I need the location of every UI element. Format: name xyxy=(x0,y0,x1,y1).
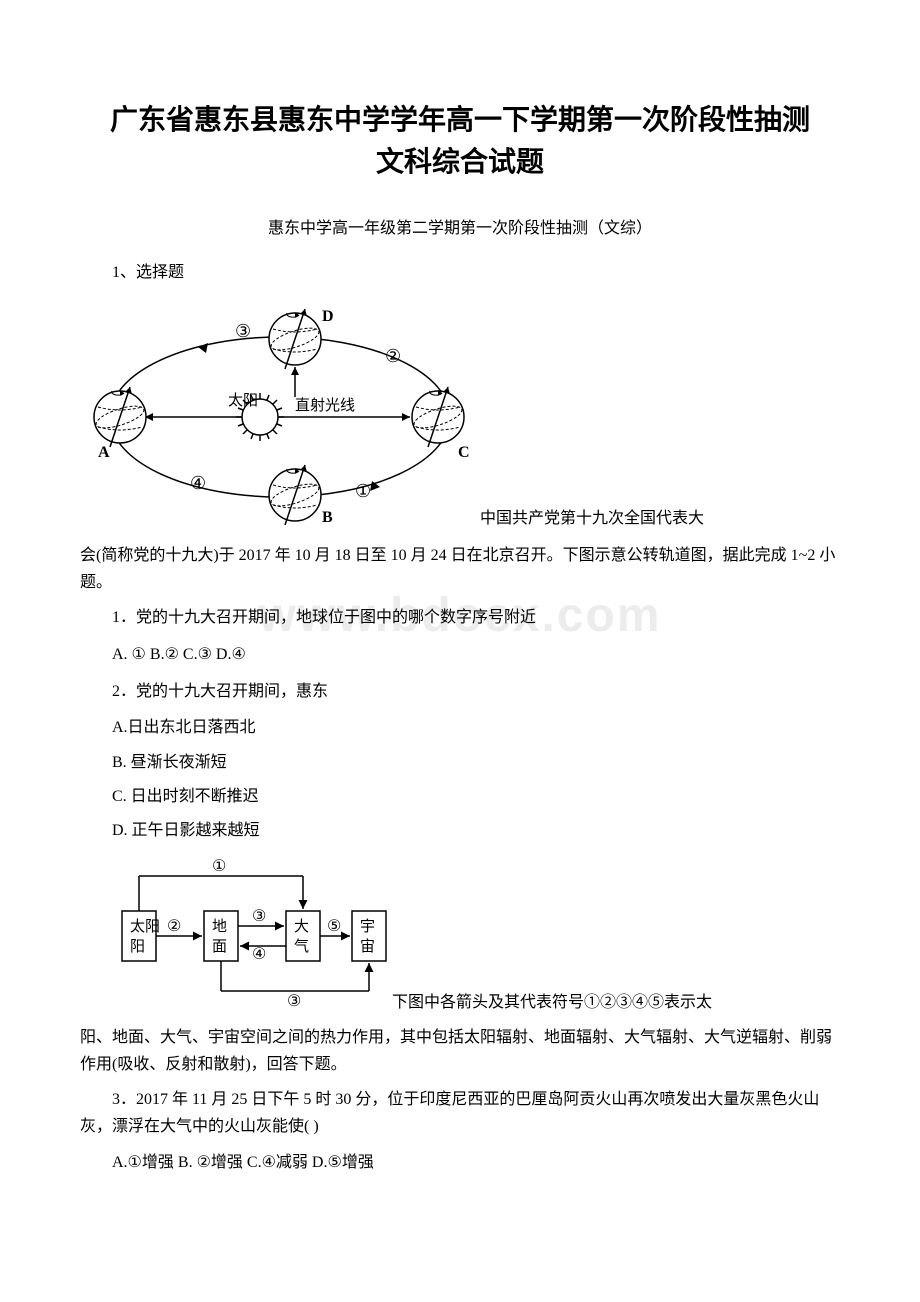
section-heading: 1、选择题 xyxy=(80,258,840,282)
fig2-n2: ② xyxy=(167,918,181,935)
fig2-sun1: 太阳 xyxy=(130,918,160,935)
fig2-atmos2: 气 xyxy=(294,938,309,955)
title-line1: 广东省惠东县惠东中学学年高一下学期第一次阶段性抽测 xyxy=(80,100,840,142)
context1-trail: 中国共产党第十九次全国代表大 xyxy=(480,505,704,532)
fig2-sun2: 阳 xyxy=(130,938,145,955)
q2d: D. 正午日影越来越短 xyxy=(80,816,840,846)
main-title: 广东省惠东县惠东中学学年高一下学期第一次阶段性抽测 文科综合试题 xyxy=(80,100,840,184)
fig1-label-b: B xyxy=(322,509,333,526)
fig1-ray-label: 直射光线 xyxy=(295,397,355,414)
fig1-label-a: A xyxy=(98,444,110,461)
q1-options: A. ① B.② C.③ D.④ xyxy=(80,640,840,670)
fig2-atmos1: 大 xyxy=(294,918,309,935)
q3: 3．2017 年 11 月 25 日下午 5 时 30 分，位于印度尼西亚的巴厘… xyxy=(80,1086,840,1140)
fig2-space1: 宇 xyxy=(360,918,375,935)
q2: 2．党的十九大召开期间，惠东 xyxy=(80,678,840,705)
fig2-n3: ③ xyxy=(252,908,266,925)
fig1-sun-label: 太阳 xyxy=(228,392,258,409)
fig2-ground2: 面 xyxy=(212,939,227,955)
q2a: A.日出东北日落西北 xyxy=(80,713,840,743)
fig2-n1: ① xyxy=(212,858,226,875)
fig1-label-d: D xyxy=(322,308,334,325)
q2b: B. 昼渐长夜渐短 xyxy=(80,748,840,778)
fig1-label-c: C xyxy=(458,444,470,461)
fig2-n5: ⑤ xyxy=(327,918,341,935)
title-line2: 文科综合试题 xyxy=(80,142,840,184)
context2-trail: 下图中各箭头及其代表符号①②③④⑤表示太 xyxy=(392,989,712,1016)
subtitle: 惠东中学高一年级第二学期第一次阶段性抽测（文综） xyxy=(80,214,840,238)
context1-rest: 会(简称党的十九大)于 2017 年 10 月 18 日至 10 月 24 日在… xyxy=(80,542,840,596)
q3-options: A.①增强 B. ②增强 C.④减弱 D.⑤增强 xyxy=(80,1148,840,1178)
q1: 1．党的十九大召开期间，地球位于图中的哪个数字序号附近 xyxy=(80,604,840,631)
fig1-n1: ① xyxy=(355,481,371,501)
q2c: C. 日出时刻不断推迟 xyxy=(80,782,840,812)
fig2-n4: ④ xyxy=(252,946,266,963)
figure-1-orbit-diagram: 太阳 直射光线 xyxy=(80,297,480,532)
fig1-n4: ④ xyxy=(190,473,206,493)
figure-2-heat-diagram: 太阳 阳 地 面 大 气 宇 宙 ① xyxy=(112,851,392,1016)
context2-rest: 阳、地面、大气、宇宙空间之间的热力作用，其中包括太阳辐射、地面辐射、大气辐射、大… xyxy=(80,1024,840,1078)
fig2-space2: 宙 xyxy=(360,938,375,955)
fig1-n3: ③ xyxy=(235,321,251,341)
fig2-ground1: 地 xyxy=(212,918,227,935)
fig1-n2: ② xyxy=(385,346,401,366)
fig2-n3b: ③ xyxy=(287,993,301,1010)
